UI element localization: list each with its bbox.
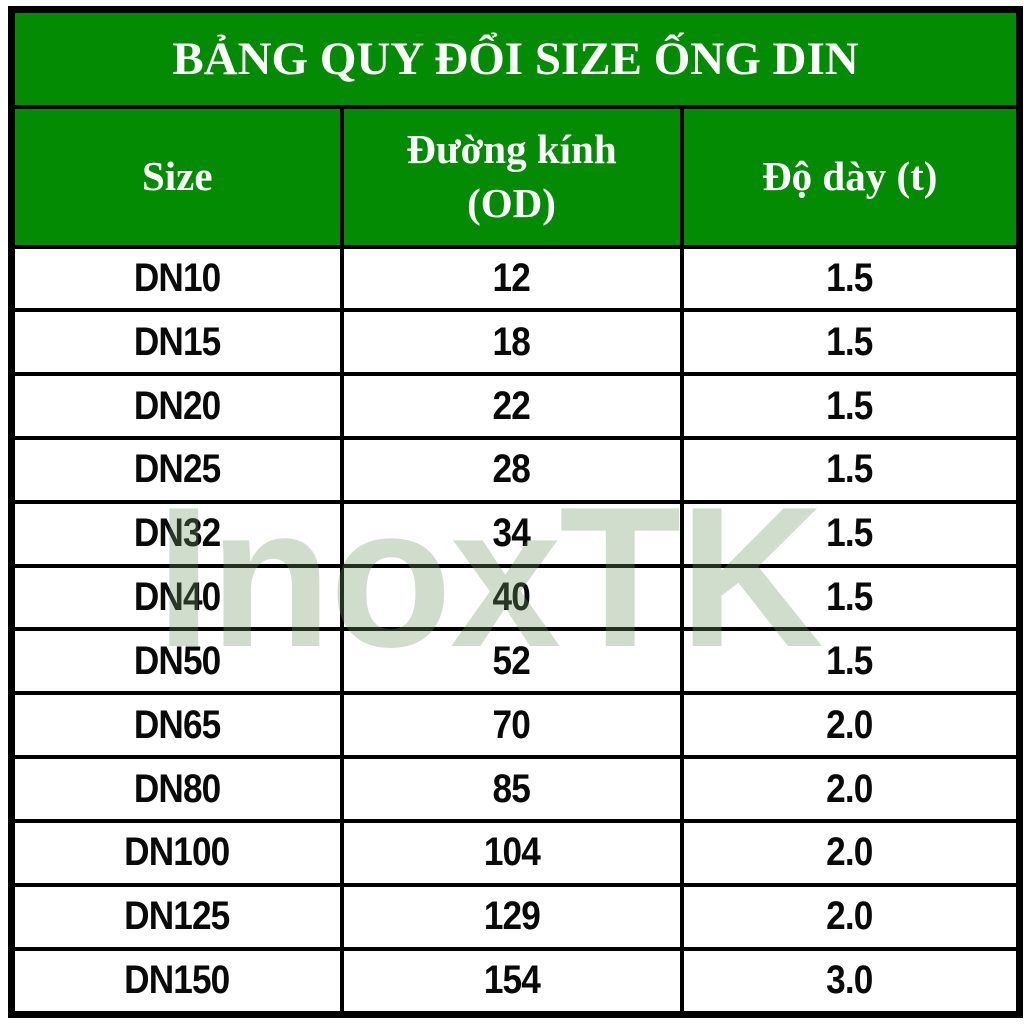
table-title: BẢNG QUY ĐỔI SIZE ỐNG DIN	[9, 7, 1022, 109]
cell-size: DN40	[9, 563, 344, 632]
table-row: DN40 40 1.5	[9, 563, 1022, 632]
cell-size: DN50	[9, 627, 344, 696]
cell-size: DN65	[9, 691, 344, 760]
column-header-thickness: Độ dày (t)	[679, 104, 1022, 249]
cell-t: 2.0	[679, 691, 1022, 760]
table-row: DN10 12 1.5	[9, 244, 1022, 313]
cell-size: DN25	[9, 435, 344, 504]
cell-t: 3.0	[679, 946, 1022, 1017]
cell-t: 1.5	[679, 627, 1022, 696]
table-row: DN100 104 2.0	[9, 818, 1022, 887]
cell-t: 2.0	[679, 818, 1022, 887]
table-row: DN25 28 1.5	[9, 435, 1022, 504]
cell-size: DN10	[9, 244, 344, 313]
table-row: DN20 22 1.5	[9, 372, 1022, 440]
cell-od: 34	[339, 499, 684, 568]
title-row: BẢNG QUY ĐỔI SIZE ỐNG DIN	[9, 7, 1022, 109]
cell-t: 1.5	[679, 308, 1022, 377]
table-body: DN10 12 1.5 DN15 18 1.5 DN20 22 1.5 DN25 28 1.5 DN32…	[9, 244, 1022, 1017]
cell-size: DN32	[9, 499, 344, 568]
column-header-size: Size	[9, 104, 344, 249]
cell-od: 28	[339, 435, 684, 504]
table-row: DN32 34 1.5	[9, 499, 1022, 568]
cell-size: DN150	[9, 946, 344, 1017]
cell-size: DN15	[9, 308, 344, 377]
column-header-od: Đường kính (OD)	[339, 104, 684, 249]
table-row: DN65 70 2.0	[9, 691, 1022, 760]
cell-size: DN100	[9, 818, 344, 887]
cell-size: DN125	[9, 882, 344, 951]
table-row: DN15 18 1.5	[9, 308, 1022, 377]
din-size-conversion-table: BẢNG QUY ĐỔI SIZE ỐNG DIN Size Đường kín…	[8, 6, 1024, 1018]
cell-t: 2.0	[679, 882, 1022, 951]
cell-t: 1.5	[679, 563, 1022, 632]
table-row: DN125 129 2.0	[9, 882, 1022, 951]
cell-od: 129	[339, 882, 684, 951]
cell-od: 85	[339, 755, 684, 823]
cell-t: 2.0	[679, 755, 1022, 823]
table-row: DN50 52 1.5	[9, 627, 1022, 696]
column-header-row: Size Đường kính (OD) Độ dày (t)	[9, 104, 1022, 249]
table-row: DN150 154 3.0	[9, 946, 1022, 1017]
cell-t: 1.5	[679, 499, 1022, 568]
cell-size: DN20	[9, 372, 344, 440]
column-header-label: Độ dày (t)	[762, 152, 938, 199]
table-row: DN80 85 2.0	[9, 755, 1022, 823]
cell-od: 70	[339, 691, 684, 760]
cell-od: 52	[339, 627, 684, 696]
cell-t: 1.5	[679, 244, 1022, 313]
cell-t: 1.5	[679, 435, 1022, 504]
cell-od: 154	[339, 946, 684, 1017]
column-header-label: Size	[141, 152, 213, 199]
cell-od: 22	[339, 372, 684, 440]
column-header-label-line2: (OD)	[467, 179, 556, 226]
cell-od: 40	[339, 563, 684, 632]
cell-od: 18	[339, 308, 684, 377]
cell-od: 12	[339, 244, 684, 313]
column-header-label: Đường kính	[406, 126, 617, 173]
cell-size: DN80	[9, 755, 344, 823]
cell-t: 1.5	[679, 372, 1022, 440]
cell-od: 104	[339, 818, 684, 887]
